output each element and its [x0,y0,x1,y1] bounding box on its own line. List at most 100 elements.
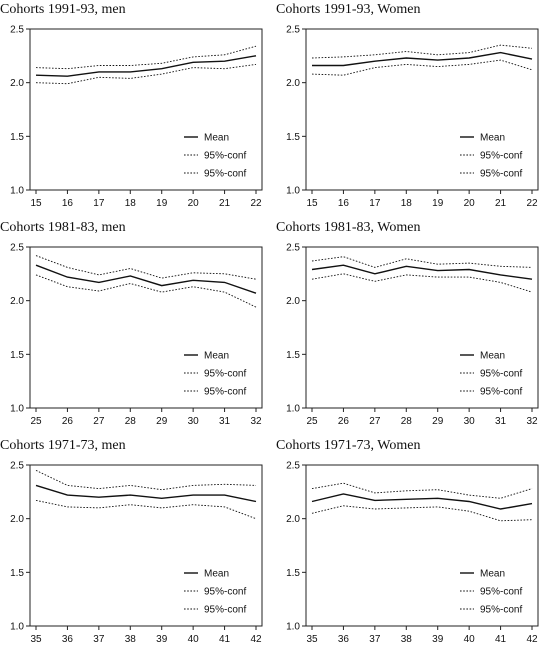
x-tick-label: 38 [125,634,137,645]
x-tick-label: 39 [156,634,168,645]
legend-label: Mean [480,133,505,144]
line-chart: 1.0 1.5 2.0 2.5 25 26 27 28 29 30 31 32 Mean 95%-conf… [286,243,539,427]
y-tick-label: 2.0 [10,514,24,525]
legend-label: 95%-conf [480,587,522,598]
y-tick-label: 1.5 [10,350,24,361]
x-tick-label: 22 [250,198,262,209]
series-mean-line [311,493,533,510]
y-tick-label: 2.0 [10,78,24,89]
x-tick-label: 40 [464,634,476,645]
series-mean-line [312,51,533,67]
x-tick-label: 35 [306,634,318,645]
x-tick-label: 20 [188,198,200,209]
plot-frame [29,464,263,627]
chart-panel-cohorts-1971-73-women: Cohorts 1971-73, Women 1.0 1.5 2.0 2.5 35 36 3… [276,436,546,654]
plot-frame [305,28,539,191]
legend-label: 95%-conf [480,151,522,162]
legend-label: Mean [204,133,229,144]
series-conf-line [35,499,257,520]
x-tick-label: 22 [526,198,538,209]
x-tick-label: 31 [219,416,231,427]
series-conf-line [311,273,533,293]
y-tick-label: 1.0 [10,186,24,197]
x-tick-label: 32 [250,416,262,427]
legend-label: Mean [204,351,229,362]
x-tick-label: 41 [495,634,507,645]
x-tick-label: 18 [125,198,137,209]
x-tick-label: 41 [219,634,231,645]
series-mean-line [311,264,533,280]
line-chart: 1.0 1.5 2.0 2.5 25 26 27 28 29 30 31 32 Mean 95%-conf… [10,243,263,427]
x-tick-label: 32 [526,416,538,427]
x-tick-label: 19 [432,198,444,209]
chart-title: Cohorts 1991-93, men [0,2,126,17]
x-tick-label: 28 [125,416,137,427]
x-tick-label: 29 [432,416,444,427]
x-tick-label: 25 [306,416,318,427]
line-chart: 1.0 1.5 2.0 2.5 35 36 37 38 39 40 41 42 Mean 95%-conf… [286,461,539,645]
legend-label: 95%-conf [204,369,246,380]
chart-panel-cohorts-1991-93-women: Cohorts 1991-93, Women 1.0 1.5 2.0 2.5 15 16 1… [276,0,546,218]
legend-label: 95%-conf [204,387,246,398]
y-tick-label: 2.5 [286,25,300,36]
x-tick-label: 19 [156,198,168,209]
y-tick-label: 1.5 [286,568,300,579]
series-conf-line [35,45,257,70]
series-conf-line [311,256,533,268]
legend-label: 95%-conf [204,151,246,162]
y-tick-label: 2.5 [286,243,300,254]
chart-title: Cohorts 1971-73, men [0,438,126,453]
legend-label: 95%-conf [204,605,246,616]
plot-frame [29,246,263,409]
chart-panel-cohorts-1971-73-men: Cohorts 1971-73, men 1.0 1.5 2.0 2.5 35 36 37 3… [0,436,270,654]
x-tick-label: 40 [188,634,200,645]
y-tick-label: 2.0 [286,78,300,89]
series-conf-line [35,63,257,85]
x-tick-label: 16 [62,198,74,209]
x-tick-label: 30 [464,416,476,427]
legend-label: 95%-conf [480,387,522,398]
series-conf-line [35,469,257,491]
y-tick-label: 1.0 [286,186,300,197]
x-tick-label: 26 [62,416,74,427]
x-tick-label: 36 [62,634,74,645]
series-conf-line [311,44,533,59]
legend-label: Mean [480,351,505,362]
y-tick-label: 2.5 [10,25,24,36]
x-tick-label: 21 [219,198,231,209]
legend-label: Mean [204,569,229,580]
line-chart: 1.0 1.5 2.0 2.5 15 16 17 18 19 20 21 22 Mean 95%-conf… [10,25,263,209]
x-tick-label: 15 [306,198,318,209]
x-tick-label: 37 [93,634,105,645]
series-conf-line [35,255,257,280]
y-tick-label: 2.0 [10,296,24,307]
series-conf-line [35,274,257,308]
plot-frame [305,464,539,627]
x-tick-label: 15 [30,198,42,209]
y-tick-label: 1.0 [10,404,24,415]
chart-title: Cohorts 1981-83, men [0,220,126,235]
chart-panel-cohorts-1981-83-men: Cohorts 1981-83, men 1.0 1.5 2.0 2.5 25 26 27 2… [0,218,270,436]
y-tick-label: 1.0 [10,622,24,633]
legend-label: 95%-conf [204,587,246,598]
x-tick-label: 42 [250,634,262,645]
x-tick-label: 37 [369,634,381,645]
line-chart: 1.0 1.5 2.0 2.5 15 16 17 18 19 20 21 22 Mean 95%-conf… [286,25,539,209]
x-tick-label: 27 [369,416,381,427]
x-tick-label: 26 [338,416,350,427]
x-tick-label: 25 [30,416,42,427]
x-tick-label: 30 [188,416,200,427]
y-tick-label: 1.5 [286,132,300,143]
x-tick-label: 16 [338,198,350,209]
x-tick-label: 29 [156,416,168,427]
x-tick-label: 17 [369,198,381,209]
x-tick-label: 27 [93,416,105,427]
y-tick-label: 2.5 [10,461,24,472]
y-tick-label: 2.0 [286,296,300,307]
plot-frame [29,28,263,191]
legend-label: Mean [480,569,505,580]
chart-title: Cohorts 1991-93, Women [276,2,421,17]
x-tick-label: 36 [338,634,350,645]
chart-panel-cohorts-1991-93-men: Cohorts 1991-93, men 1.0 1.5 2.0 2.5 15 16 17 1… [0,0,270,218]
series-conf-line [311,505,533,522]
